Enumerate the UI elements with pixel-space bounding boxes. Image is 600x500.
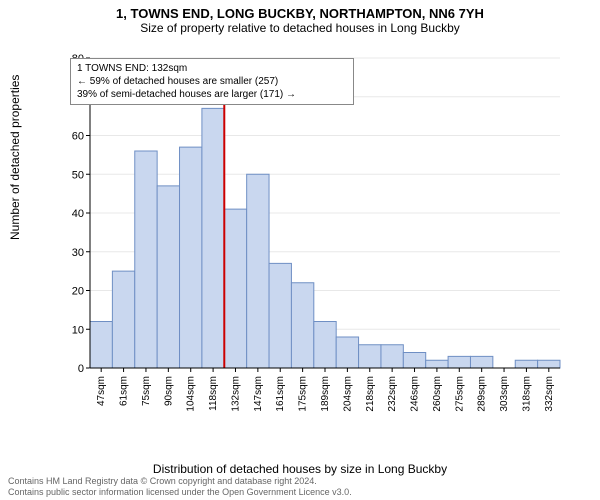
attrib-line-1: Contains HM Land Registry data © Crown c… [8,476,352,487]
svg-text:289sqm: 289sqm [477,376,488,412]
chart-container: 1, TOWNS END, LONG BUCKBY, NORTHAMPTON, … [0,0,600,500]
svg-text:218sqm: 218sqm [365,376,376,412]
svg-text:189sqm: 189sqm [320,376,331,412]
svg-text:246sqm: 246sqm [410,376,421,412]
svg-text:47sqm: 47sqm [96,376,107,406]
svg-text:303sqm: 303sqm [499,376,510,412]
chart-title-2: Size of property relative to detached ho… [0,21,600,35]
svg-text:60: 60 [72,131,84,143]
svg-text:318sqm: 318sqm [521,376,532,412]
svg-text:132sqm: 132sqm [230,376,241,412]
svg-text:232sqm: 232sqm [387,376,398,412]
svg-text:30: 30 [72,247,84,259]
plot-svg: 0102030405060708047sqm61sqm75sqm90sqm104… [60,48,570,428]
annot-line-3: 39% of semi-detached houses are larger (… [77,88,347,101]
svg-text:161sqm: 161sqm [275,376,286,412]
svg-text:260sqm: 260sqm [432,376,443,412]
svg-text:332sqm: 332sqm [544,376,555,412]
svg-text:90sqm: 90sqm [163,376,174,406]
annot-line-1: 1 TOWNS END: 132sqm [77,62,347,75]
svg-text:20: 20 [72,286,84,298]
x-axis-label: Distribution of detached houses by size … [0,462,600,476]
svg-text:61sqm: 61sqm [119,376,130,406]
title-block: 1, TOWNS END, LONG BUCKBY, NORTHAMPTON, … [0,0,600,35]
svg-text:40: 40 [72,208,84,220]
svg-text:118sqm: 118sqm [208,376,219,411]
attrib-line-2: Contains public sector information licen… [8,487,352,498]
y-axis-label: Number of detached properties [8,75,22,240]
annotation-box: 1 TOWNS END: 132sqm ← 59% of detached ho… [70,58,354,105]
svg-text:75sqm: 75sqm [141,376,152,406]
svg-text:147sqm: 147sqm [253,376,264,412]
svg-text:0: 0 [78,363,84,375]
svg-text:104sqm: 104sqm [186,376,197,412]
attribution: Contains HM Land Registry data © Crown c… [8,476,352,498]
svg-text:10: 10 [72,324,84,336]
svg-text:204sqm: 204sqm [342,376,353,412]
annot-line-2: ← 59% of detached houses are smaller (25… [77,75,347,88]
svg-text:175sqm: 175sqm [298,376,309,412]
svg-text:50: 50 [72,169,84,181]
svg-text:275sqm: 275sqm [454,376,465,412]
chart-title-1: 1, TOWNS END, LONG BUCKBY, NORTHAMPTON, … [0,6,600,21]
